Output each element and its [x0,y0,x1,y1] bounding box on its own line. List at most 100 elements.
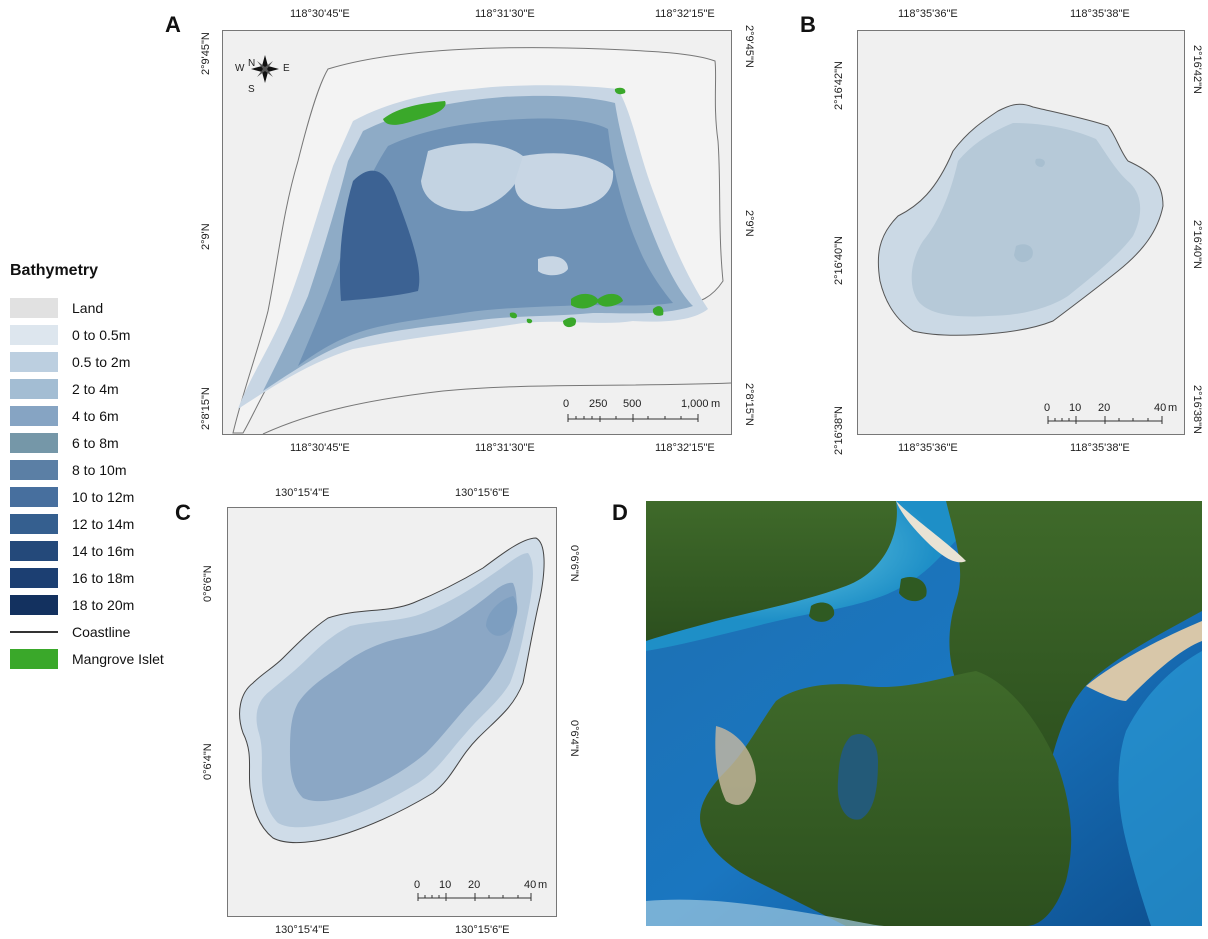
mangrove-islet [526,318,533,324]
mangrove-islet [509,312,518,319]
legend-label: 14 to 16m [72,543,135,559]
scale-unit: m [538,879,548,891]
legend-swatch [10,649,58,669]
legend-item: 12 to 14m [10,514,134,534]
panel-b-top-coord: 118°35'36"E [898,8,958,20]
compass-rose [251,55,279,83]
scale-label: 20 [1098,402,1111,414]
legend-swatch [10,568,58,588]
panel-a-bathymetry-svg [232,47,731,434]
scale-label: 40 [524,879,537,891]
compass-s: S [248,84,255,95]
scale-unit: m [1168,402,1178,414]
scale-bar [417,893,532,901]
scale-label: 10 [1069,402,1082,414]
panel-b-bottom-coord: 118°35'36"E [898,442,958,454]
panel-a-top-coord: 118°30'45"E [290,8,350,20]
coastline [262,382,731,434]
panel-b-left-coord: 2°16'40"N [833,236,845,285]
depth-zone-shoal [1035,158,1045,167]
inner-lake [837,733,878,820]
legend-swatch [10,514,58,534]
depth-zone-mid [911,123,1141,317]
legend-swatch [10,325,58,345]
mangrove-islet [598,293,623,307]
depth-zone-deep [486,596,518,636]
legend-label: 10 to 12m [72,489,135,505]
islet-small [809,602,835,622]
panel-a-left-coord: 2°9'45"N [200,32,212,75]
forest-northwest [646,501,897,641]
panel-c-bottom-coord: 130°15'6"E [455,924,510,936]
legend-label: 0.5 to 2m [72,354,131,370]
depth-zone-mid [290,582,517,802]
legend-item: 4 to 6m [10,406,119,426]
panel-d-label: D [612,500,628,525]
panel-b-right-coord: 2°16'38"N [1191,385,1203,434]
scale-label: 40 [1154,402,1167,414]
panel-b-bottom-coord: 118°35'38"E [1070,442,1130,454]
legend-item: Mangrove Islet [10,649,164,669]
panel-c-left-coord: 0°6'4"N [202,743,214,780]
panel-c-top-coord: 130°15'4"E [275,487,330,499]
legend-label: 18 to 20m [72,597,135,613]
legend-label: 4 to 6m [72,408,119,424]
panel-a-left-coord: 2°8'15"N [200,387,212,430]
depth-zone-shoal [421,143,524,212]
legend-item: 16 to 18m [10,568,134,588]
panel-a-top-coord: 118°31'30"E [475,8,535,20]
legend-label: Mangrove Islet [72,651,164,667]
scale-label: 20 [468,879,481,891]
scale-label: 0 [1044,402,1051,414]
panel-b-right-coord: 2°16'42"N [1191,45,1203,94]
legend-swatch [10,433,58,453]
legend-item: 0.5 to 2m [10,352,130,372]
panel-c-right-coord: 0°6'4"N [568,720,580,757]
legend-swatch [10,541,58,561]
legend-item: 18 to 20m [10,595,134,615]
legend-item: 2 to 4m [10,379,119,399]
legend-title: Bathymetry [10,262,99,279]
legend-item: 0 to 0.5m [10,325,130,345]
scale-label: 1,000 [681,398,709,410]
depth-zone-shoal [1014,244,1033,263]
sand-spit [715,726,756,805]
legend-swatch [10,631,58,633]
legend-label: 8 to 10m [72,462,127,478]
depth-zone-deepest [339,170,420,301]
aerial-photo [646,501,1202,926]
mangrove-islet [571,293,599,309]
panel-a-top-coord: 118°32'15"E [655,8,715,20]
compass-e: E [283,63,290,74]
scale-bar [567,414,699,422]
legend-swatch [10,487,58,507]
scale-label: 250 [589,398,608,410]
panel-c-bathymetry-svg [239,537,545,901]
panel-a-right-coord: 2°8'15"N [743,383,755,426]
legend-item: 14 to 16m [10,541,134,561]
panel-b-bathymetry-svg [877,103,1164,424]
panel-b-label: B [800,12,816,37]
legend-swatch [10,298,58,318]
panel-a-label: A [165,12,181,37]
panel-b-top-coord: 118°35'38"E [1070,8,1130,20]
legend-item: 8 to 10m [10,460,126,480]
shallow-reef-east [1118,651,1202,926]
legend-item: 6 to 8m [10,433,119,453]
scale-label: 10 [439,879,452,891]
beach-north [896,501,966,563]
mangrove-islet [563,317,577,328]
depth-zone-shoal [538,256,568,276]
scale-label: 0 [414,879,421,891]
scale-label: 0 [563,398,570,410]
panel-c-label: C [175,500,191,525]
compass-n: N [248,58,256,69]
panel-a-bottom-coord: 118°30'45"E [290,442,350,454]
legend-label: 2 to 4m [72,381,119,397]
mangrove-islet [383,101,446,125]
legend-swatch [10,352,58,372]
panel-c-bottom-coord: 130°15'4"E [275,924,330,936]
legend-label: 16 to 18m [72,570,135,586]
panel-a-left-coord: 2°9'N [200,223,212,250]
mangrove-islet [614,87,626,95]
